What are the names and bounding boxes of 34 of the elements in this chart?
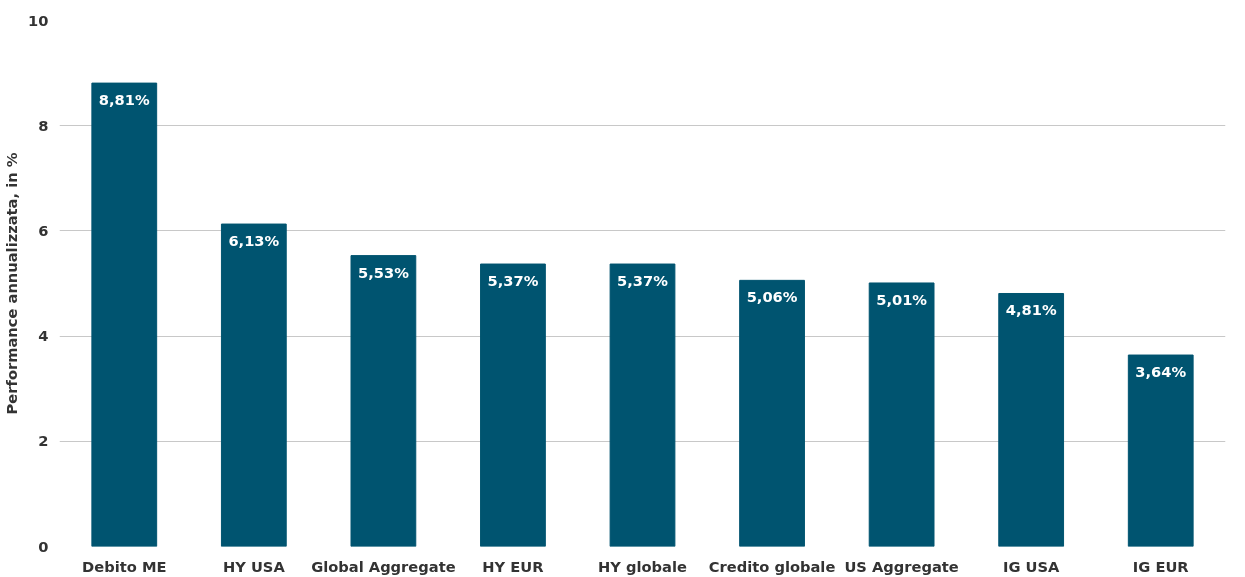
x-tick-label: HY globale: [598, 557, 688, 575]
bar: [220, 223, 287, 547]
data-label: 5,37%: [617, 272, 669, 290]
data-label: 5,37%: [487, 272, 539, 290]
x-tick-label: Global Aggregate: [311, 557, 456, 575]
data-label: 5,53%: [357, 263, 410, 281]
x-tick-label: Credito globale: [708, 557, 836, 575]
y-tick-label: 10: [28, 11, 49, 29]
x-tick-label: HY EUR: [482, 557, 544, 575]
data-label: 5,06%: [746, 288, 798, 306]
bar: [998, 292, 1065, 547]
bar: [739, 279, 805, 547]
y-tick-label: 0: [38, 537, 49, 555]
bar: [609, 263, 676, 547]
x-tick-label: IG USA: [1002, 557, 1061, 575]
y-tick-label: 4: [38, 327, 49, 345]
y-tick-label: 2: [38, 432, 49, 450]
x-tick-label: Debito ME: [82, 557, 167, 575]
data-label: 3,64%: [1135, 363, 1187, 381]
data-label: 4,81%: [1005, 301, 1057, 319]
bar: [91, 82, 158, 547]
bar: [480, 263, 546, 547]
bar: [350, 255, 417, 547]
x-tick-label: HY USA: [222, 557, 286, 575]
x-tick-label: IG EUR: [1132, 557, 1189, 575]
y-tick-label: 6: [38, 221, 49, 239]
x-tick-label: US Aggregate: [844, 557, 959, 575]
data-label: 8,81%: [98, 91, 151, 109]
data-label: 6,13%: [228, 232, 280, 250]
data-label: 5,01%: [876, 290, 928, 308]
y-tick-label: 8: [38, 116, 49, 134]
bar: [868, 282, 935, 547]
y-axis-title: Performance annualizzata, in %: [3, 152, 21, 415]
bar: [1127, 354, 1194, 547]
